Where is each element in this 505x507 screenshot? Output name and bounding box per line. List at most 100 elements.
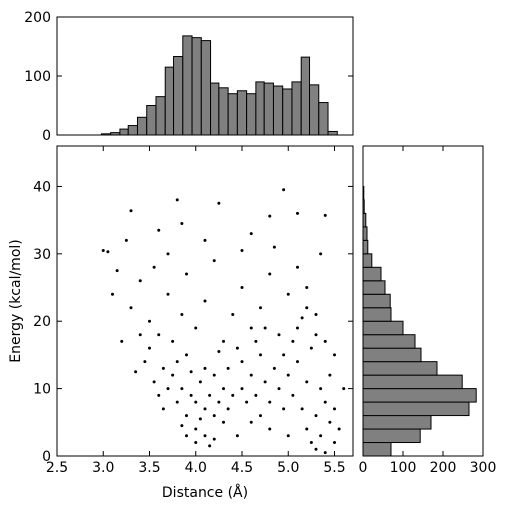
point	[222, 420, 225, 424]
point	[305, 380, 309, 384]
point	[138, 333, 142, 337]
point	[166, 252, 170, 256]
point	[222, 339, 225, 343]
x-tick-label: 100	[390, 460, 417, 476]
bar	[362, 361, 438, 376]
x-tick-label: 200	[430, 460, 457, 476]
point	[208, 393, 212, 397]
point	[249, 326, 253, 330]
point	[314, 414, 318, 418]
point	[203, 299, 207, 303]
bar	[362, 266, 382, 282]
point	[111, 292, 114, 296]
point	[124, 238, 128, 242]
point	[129, 306, 133, 310]
bar	[119, 128, 129, 136]
point	[305, 306, 309, 310]
bar	[362, 293, 391, 309]
bar	[182, 35, 193, 136]
bar	[362, 374, 463, 390]
point	[203, 407, 207, 411]
axes-frame	[362, 145, 484, 457]
point	[323, 400, 327, 404]
point	[161, 407, 165, 411]
point	[333, 407, 336, 411]
point	[185, 353, 188, 357]
point	[189, 393, 193, 397]
y-tick-label: 200	[24, 10, 51, 26]
point	[198, 417, 202, 421]
point	[208, 444, 212, 448]
point	[259, 353, 262, 357]
y-tick-label: 0	[42, 128, 51, 144]
point	[319, 252, 323, 256]
point	[268, 400, 272, 404]
point	[291, 339, 295, 343]
point	[296, 326, 299, 330]
point	[254, 339, 258, 343]
point	[286, 292, 290, 296]
point	[249, 232, 253, 236]
point	[282, 407, 286, 411]
point	[161, 366, 165, 370]
point	[217, 201, 221, 205]
bar	[164, 66, 175, 136]
bar	[362, 280, 386, 295]
point	[138, 279, 142, 283]
bar	[327, 130, 338, 136]
point	[171, 339, 175, 343]
point	[231, 312, 235, 316]
point	[323, 339, 327, 343]
point	[212, 373, 216, 377]
point	[296, 360, 299, 364]
point	[148, 319, 151, 323]
point	[268, 214, 272, 218]
x-tick-label: 300	[470, 460, 497, 476]
point	[226, 407, 230, 411]
point	[314, 447, 318, 451]
point	[249, 373, 253, 377]
point	[226, 366, 230, 370]
y-tick-label: 20	[33, 314, 51, 330]
point	[212, 437, 216, 441]
bar	[300, 56, 311, 136]
point	[309, 441, 313, 445]
point	[305, 286, 309, 290]
point	[157, 228, 161, 232]
point	[171, 373, 175, 377]
point	[120, 339, 124, 343]
point	[166, 292, 170, 296]
bar	[362, 347, 422, 363]
point	[282, 353, 286, 357]
bar	[362, 415, 432, 430]
point	[129, 209, 133, 213]
bar	[127, 125, 138, 136]
point	[203, 366, 207, 370]
bar	[362, 428, 421, 444]
point	[240, 286, 244, 290]
bar	[263, 82, 274, 136]
bar	[291, 81, 302, 136]
point	[323, 213, 327, 217]
y-tick-label: 0	[42, 449, 51, 465]
point	[175, 198, 179, 202]
point	[263, 326, 267, 330]
point	[143, 360, 147, 364]
bar	[318, 102, 329, 136]
point	[217, 400, 221, 404]
point	[203, 238, 207, 242]
point	[115, 269, 119, 273]
point	[282, 188, 286, 192]
bar	[191, 37, 202, 136]
point	[314, 333, 318, 337]
point	[249, 420, 253, 424]
bar	[246, 93, 257, 136]
point	[277, 333, 281, 337]
point	[217, 350, 221, 354]
point	[194, 441, 198, 445]
y-tick-label: 40	[33, 179, 51, 195]
point	[286, 434, 290, 438]
bar	[309, 84, 320, 136]
point	[185, 414, 188, 418]
point	[106, 250, 110, 254]
